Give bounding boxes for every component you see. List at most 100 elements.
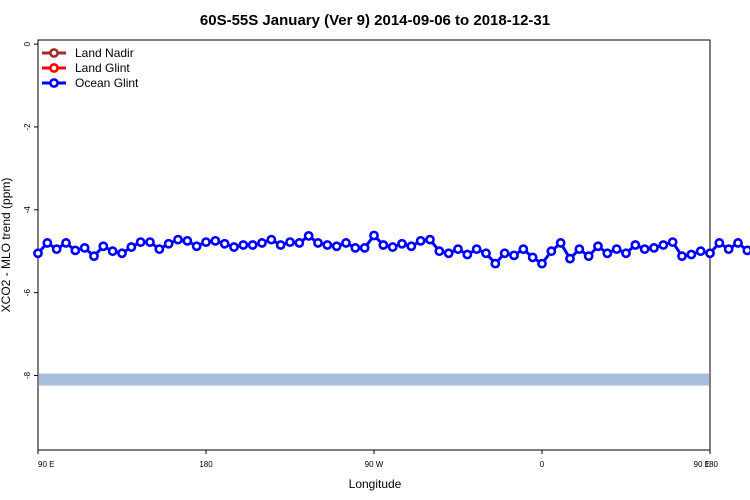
data-point <box>154 244 165 255</box>
data-point <box>51 244 62 255</box>
legend-marker <box>49 63 59 73</box>
data-point <box>583 251 594 262</box>
data-point <box>331 241 342 252</box>
x-axis-label: Longitude <box>349 477 402 491</box>
legend-label: Land Nadir <box>75 46 134 60</box>
data-point <box>229 242 239 252</box>
data-point <box>425 234 435 245</box>
data-point <box>303 230 314 241</box>
data-point <box>173 234 183 245</box>
legend-label: Land Glint <box>75 61 130 75</box>
data-point <box>135 237 146 248</box>
data-point <box>397 238 407 249</box>
chart-title: 60S-55S January (Ver 9) 2014-09-06 to 20… <box>200 12 550 29</box>
data-point <box>247 240 258 250</box>
data-point <box>61 238 71 248</box>
y-tick-label: -2 <box>23 123 32 131</box>
x-tick-label: 180 <box>199 460 213 469</box>
data-point <box>714 238 725 248</box>
ocean-glint-series <box>33 230 750 269</box>
data-point <box>677 251 687 262</box>
data-point <box>313 238 323 248</box>
data-point <box>490 258 501 269</box>
y-tick-label: -8 <box>23 371 32 379</box>
y-axis-label: XCO2 - MLO trend (ppm) <box>0 178 13 313</box>
data-point <box>89 251 99 262</box>
data-point <box>574 244 585 255</box>
data-point <box>70 245 81 256</box>
data-point <box>238 240 249 250</box>
data-point <box>667 237 678 248</box>
data-band <box>39 373 709 386</box>
data-point <box>723 244 734 255</box>
x-tick-label: 90 E <box>694 460 710 469</box>
data-point <box>742 245 750 256</box>
y-tick-label: -4 <box>23 206 32 214</box>
data-point <box>294 238 305 248</box>
data-point <box>369 230 379 241</box>
x-tick-label: 90 W <box>365 460 384 469</box>
data-point <box>387 242 398 252</box>
data-point <box>415 235 426 246</box>
data-point <box>639 244 650 255</box>
data-point <box>733 238 743 248</box>
data-point <box>341 238 351 248</box>
data-point <box>649 242 659 253</box>
data-point <box>602 248 613 259</box>
data-point <box>350 242 361 253</box>
data-point <box>705 248 715 259</box>
data-point <box>126 242 137 252</box>
data-point <box>219 238 230 249</box>
data-point <box>434 246 445 257</box>
data-point <box>163 238 174 249</box>
data-point <box>257 238 267 248</box>
legend-label: Ocean Glint <box>75 76 139 90</box>
data-point <box>443 248 454 259</box>
data-point <box>42 238 53 248</box>
data-point <box>593 241 603 252</box>
x-tick-label: 0 <box>540 460 545 469</box>
data-point <box>145 237 155 248</box>
data-point <box>499 248 510 259</box>
data-point <box>555 238 566 248</box>
x-tick-label: 90 E <box>38 460 54 469</box>
data-point <box>191 241 202 252</box>
x-tick-label: 180 <box>705 460 719 469</box>
data-point <box>378 240 389 250</box>
data-point <box>266 234 277 245</box>
data-point <box>630 240 641 250</box>
data-point <box>686 249 697 260</box>
data-point <box>201 237 211 248</box>
data-point <box>406 241 417 252</box>
y-axis: 0 -2 -4 -6 -8 <box>23 41 38 379</box>
legend-marker <box>49 78 59 88</box>
data-point <box>509 250 519 261</box>
data-point <box>107 246 118 257</box>
data-point <box>79 242 90 253</box>
data-point <box>453 244 463 255</box>
data-point <box>565 253 575 264</box>
data-point <box>658 240 669 250</box>
data-point <box>537 258 547 269</box>
data-point <box>182 235 193 246</box>
data-point <box>275 240 286 250</box>
data-point <box>462 249 473 260</box>
data-point <box>285 237 295 248</box>
data-point <box>527 252 538 263</box>
y-tick-label: 0 <box>23 41 32 46</box>
data-point <box>518 244 529 255</box>
data-point <box>471 244 482 255</box>
data-point <box>611 244 622 255</box>
legend-marker <box>49 48 59 58</box>
data-point <box>695 246 706 257</box>
data-point <box>546 246 557 257</box>
y-tick-label: -6 <box>23 289 32 297</box>
data-point <box>322 240 333 250</box>
data-point <box>98 241 109 252</box>
data-point <box>117 248 127 259</box>
data-point <box>359 242 370 253</box>
data-point <box>621 248 631 259</box>
